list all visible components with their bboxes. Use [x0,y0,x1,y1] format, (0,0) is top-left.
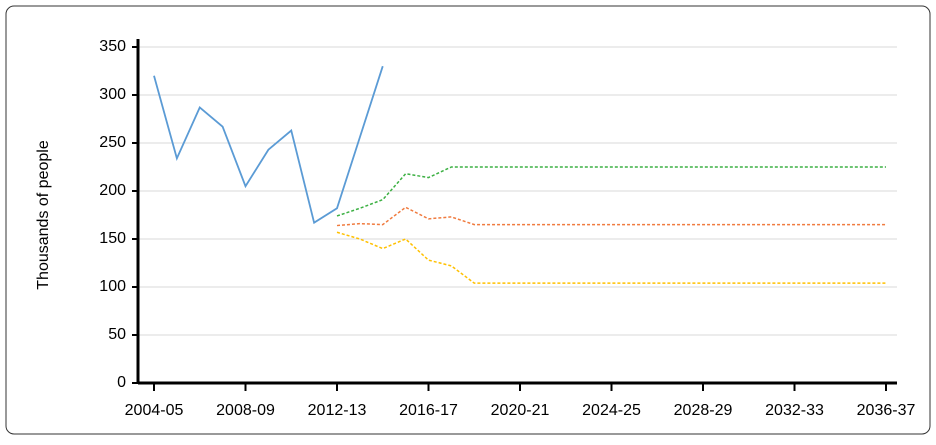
y-tick-label: 100 [99,278,126,295]
y-tick-label: 250 [99,134,126,151]
y-tick-label: 350 [99,38,126,55]
x-tick-label: 2008-09 [216,402,275,419]
y-tick-label: 150 [99,230,126,247]
y-axis-label: Thousands of people [35,140,52,290]
y-tick-label: 0 [117,374,126,391]
frame [5,5,931,435]
series-line [336,231,886,284]
y-tick-label: 300 [99,86,126,103]
y-tick-label: 50 [108,326,126,343]
x-tick-label: 2024-25 [582,402,641,419]
series-line [336,166,886,217]
y-tick-label: 200 [99,182,126,199]
series-line [153,65,384,225]
x-tick-label: 2012-13 [308,402,367,419]
x-tick-label: 2016-17 [399,402,458,419]
series-line [336,206,886,227]
x-tick-label: 2028-29 [674,402,733,419]
x-tick-label: 2036-37 [857,402,916,419]
x-tick-label: 2032-33 [765,402,824,419]
x-tick-label: 2020-21 [491,402,550,419]
x-tick-label: 2004-05 [125,402,184,419]
